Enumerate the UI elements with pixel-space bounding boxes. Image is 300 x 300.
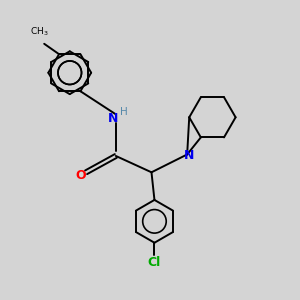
Text: O: O	[75, 169, 86, 182]
Text: CH$_3$: CH$_3$	[29, 26, 48, 38]
Text: H: H	[120, 107, 128, 117]
Text: Cl: Cl	[148, 256, 161, 268]
Text: N: N	[108, 112, 118, 125]
Text: N: N	[184, 149, 195, 162]
